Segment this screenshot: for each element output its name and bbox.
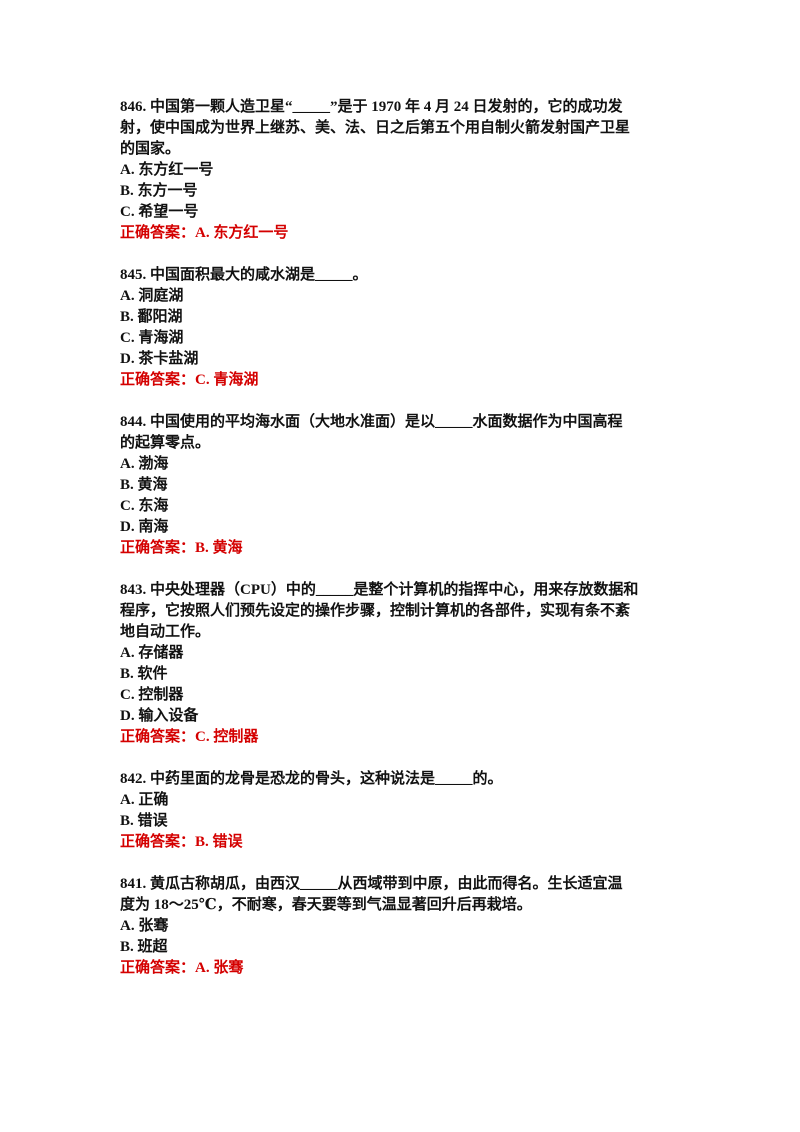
answer-option: C. 希望一号 [120,204,199,220]
question-text: 的起算零点。 [120,435,211,451]
question-block: 846. 中国第一颗人造卫星“_____”是于 1970 年 4 月 24 日发… [120,97,690,244]
answer-option: B. 班超 [120,939,168,955]
answer-option: D. 南海 [120,519,169,535]
answer-option: D. 输入设备 [120,708,199,724]
question-block: 844. 中国使用的平均海水面（大地水准面）是以_____水面数据作为中国高程的… [120,412,690,559]
answer-option: C. 青海湖 [120,330,184,346]
question-text: 842. 中药里面的龙骨是恐龙的骨头，这种说法是_____的。 [120,771,503,787]
answer-option: A. 东方红一号 [120,162,214,178]
question-block: 842. 中药里面的龙骨是恐龙的骨头，这种说法是_____的。 A. 正确 B. 错… [120,769,690,853]
correct-answer: 正确答案：C. 控制器 [120,729,259,745]
correct-answer: 正确答案：C. 青海湖 [120,372,259,388]
answer-option: B. 错误 [120,813,168,829]
correct-answer: 正确答案：A. 张骞 [120,960,244,976]
question-text: 845. 中国面积最大的咸水湖是_____。 [120,267,368,283]
answer-option: A. 洞庭湖 [120,288,184,304]
answer-option: B. 东方一号 [120,183,198,199]
question-text: 841. 黄瓜古称胡瓜，由西汉_____从西域带到中原，由此而得名。生长适宜温 [120,876,623,892]
correct-answer: 正确答案：B. 黄海 [120,540,243,556]
question-text: 度为 18～25℃，不耐寒，春天要等到气温显著回升后再栽培。 [120,897,532,913]
correct-answer: 正确答案：A. 东方红一号 [120,225,289,241]
question-block: 841. 黄瓜古称胡瓜，由西汉_____从西域带到中原，由此而得名。生长适宜温度… [120,874,690,979]
question-text: 846. 中国第一颗人造卫星“_____”是于 1970 年 4 月 24 日发… [120,99,623,115]
answer-option: B. 鄱阳湖 [120,309,183,325]
answer-option: B. 黄海 [120,477,168,493]
question-block: 845. 中国面积最大的咸水湖是_____。 A. 洞庭湖 B. 鄱阳湖 C. 青海湖… [120,265,690,391]
document-page: 846. 中国第一颗人造卫星“_____”是于 1970 年 4 月 24 日发… [120,97,690,1000]
answer-option: A. 存储器 [120,645,184,661]
question-text: 843. 中央处理器（CPU）中的_____是整个计算机的指挥中心，用来存放数据… [120,582,639,598]
answer-option: A. 张骞 [120,918,169,934]
question-text: 程序，它按照人们预先设定的操作步骤，控制计算机的各部件，实现有条不紊 [120,603,631,619]
answer-option: D. 茶卡盐湖 [120,351,199,367]
question-text: 844. 中国使用的平均海水面（大地水准面）是以_____水面数据作为中国高程 [120,414,623,430]
question-text: 的国家。 [120,141,181,157]
answer-option: C. 东海 [120,498,169,514]
answer-option: A. 渤海 [120,456,169,472]
question-block: 843. 中央处理器（CPU）中的_____是整个计算机的指挥中心，用来存放数据… [120,580,690,748]
question-text: 地自动工作。 [120,624,211,640]
answer-option: C. 控制器 [120,687,184,703]
answer-option: A. 正确 [120,792,169,808]
answer-option: B. 软件 [120,666,168,682]
question-text: 射，使中国成为世界上继苏、美、法、日之后第五个用自制火箭发射国产卫星 [120,120,631,136]
correct-answer: 正确答案：B. 错误 [120,834,243,850]
